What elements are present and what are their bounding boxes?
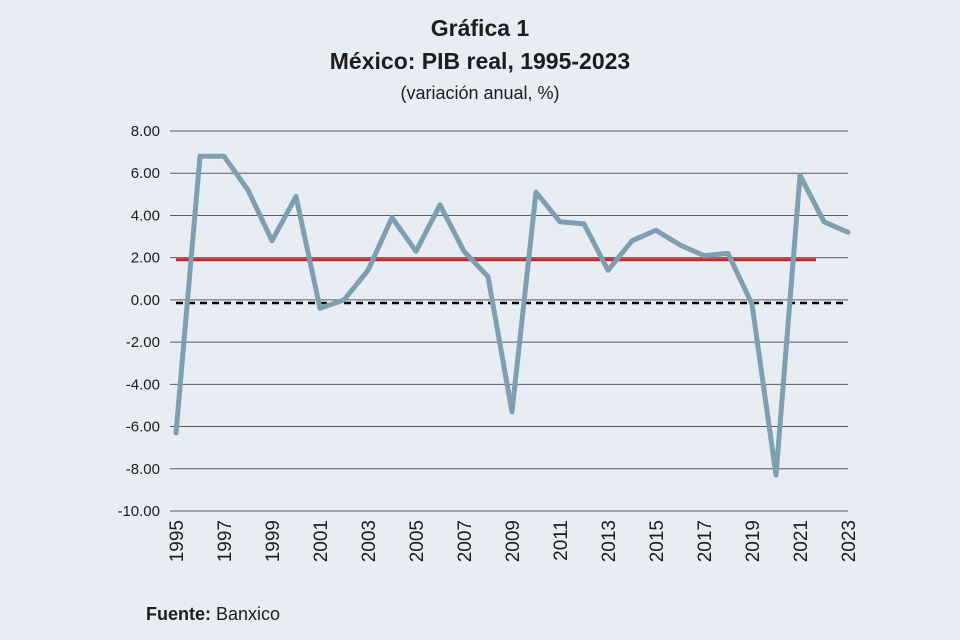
x-tick-label: 2005	[407, 520, 428, 562]
y-tick-label: -6.00	[126, 419, 160, 436]
source-note: Fuente: Banxico	[146, 604, 280, 625]
chart-title: Gráfica 1	[430, 15, 530, 41]
y-tick-label: -2.00	[126, 334, 160, 351]
x-tick-label: 2001	[311, 520, 332, 562]
source-label: Fuente:	[146, 604, 211, 624]
x-tick-label: 2011	[551, 520, 572, 561]
x-tick-label: 2017	[695, 520, 716, 562]
y-tick-label: -4.00	[126, 376, 160, 393]
y-tick-label: 0.00	[131, 292, 160, 309]
y-tick-label: 2.00	[131, 250, 160, 267]
x-tick-label: 2013	[599, 520, 620, 562]
x-tick-label: 2007	[455, 520, 476, 562]
y-tick-label: -8.00	[126, 461, 160, 478]
x-tick-label: 2015	[647, 520, 668, 562]
title-block: Gráfica 1 México: PIB real, 1995-2023 (v…	[0, 12, 960, 108]
x-tick-label: 1997	[215, 520, 236, 562]
x-tick-label: 2019	[743, 520, 764, 562]
chart-subtitle: México: PIB real, 1995-2023	[329, 48, 631, 74]
x-tick-label: 2009	[503, 520, 524, 562]
chart-unit-label: (variación anual, %)	[400, 83, 560, 103]
series-layer	[173, 153, 851, 478]
x-tick-label: 1995	[167, 520, 188, 562]
x-tick-label: 2003	[359, 520, 380, 562]
y-tick-label: 8.00	[131, 123, 160, 140]
x-tick-label: 2021	[791, 520, 812, 562]
grid-layer	[170, 130, 848, 512]
y-tick-label: 6.00	[131, 165, 160, 182]
x-tick-labels: 1995 1997 1999 2001 2003 2005 2007 2009 2011 2013…	[167, 520, 860, 562]
gdp-series-line	[173, 153, 851, 478]
source-value: Banxico	[216, 604, 281, 624]
y-tick-labels: 8.00 6.00 4.00 2.00 0.00 -2.00 -4.00 -6.00 -8.00…	[117, 123, 160, 520]
x-tick-label: 1999	[263, 520, 284, 562]
reference-lines	[176, 258, 848, 305]
y-tick-label: 4.00	[131, 207, 160, 224]
x-tick-label: 2023	[839, 520, 860, 562]
y-tick-label: -10.00	[117, 503, 160, 520]
